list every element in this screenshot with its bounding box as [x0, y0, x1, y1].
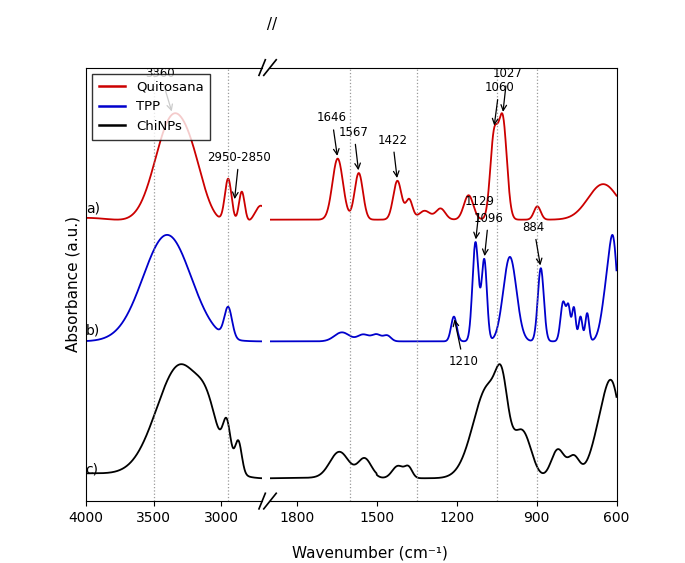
Text: 3360: 3360 — [145, 67, 175, 110]
Text: 1096: 1096 — [473, 212, 503, 254]
Text: a): a) — [86, 202, 99, 216]
Text: Wavenumber (cm⁻¹): Wavenumber (cm⁻¹) — [292, 546, 448, 560]
Text: 1422: 1422 — [377, 133, 408, 177]
Text: 1210: 1210 — [448, 321, 478, 368]
Text: b): b) — [86, 324, 100, 338]
Text: 884: 884 — [523, 221, 545, 264]
Legend: Quitosana, TPP, ChiNPs: Quitosana, TPP, ChiNPs — [92, 74, 210, 140]
Y-axis label: Absorbance (a.u.): Absorbance (a.u.) — [65, 216, 80, 352]
Text: 1027: 1027 — [493, 68, 522, 110]
Text: 1129: 1129 — [465, 195, 495, 238]
Text: c): c) — [86, 462, 99, 476]
Text: 1567: 1567 — [339, 126, 369, 169]
Text: //: // — [262, 17, 277, 32]
Text: 1646: 1646 — [317, 111, 347, 154]
Text: 1060: 1060 — [484, 81, 514, 124]
Text: 2950-2850: 2950-2850 — [207, 151, 271, 198]
